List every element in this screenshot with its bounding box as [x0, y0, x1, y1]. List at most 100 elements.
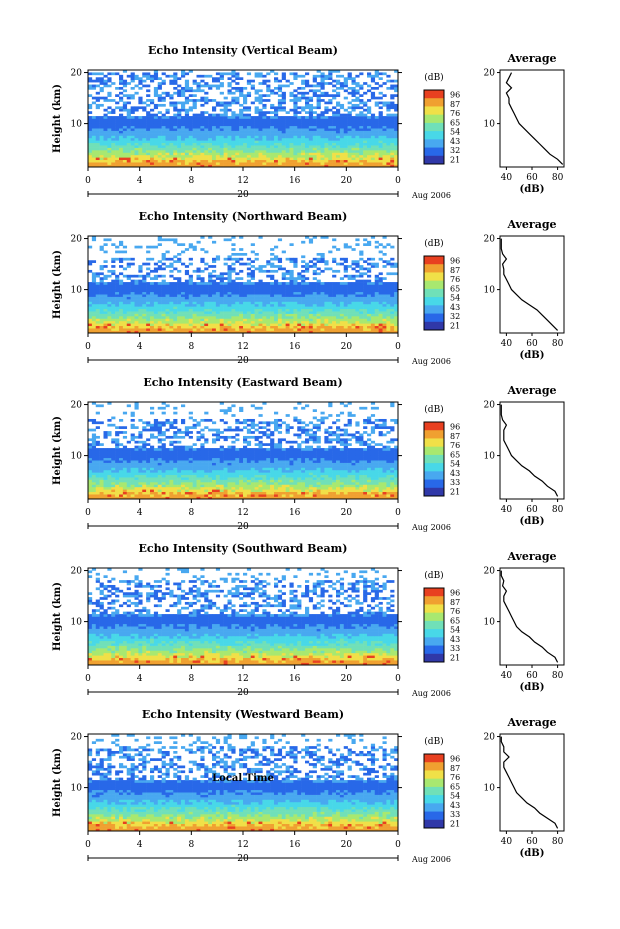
heatmap-cell: [126, 159, 131, 163]
heatmap-cell: [192, 282, 197, 285]
heatmap-cell: [285, 133, 290, 136]
heatmap-cell: [188, 325, 193, 329]
heatmap-cell: [134, 491, 139, 495]
heatmap-cell: [169, 320, 174, 324]
heatmap-cell: [192, 130, 197, 134]
heatmap-cell: [88, 111, 93, 114]
heatmap-cell: [367, 157, 372, 161]
heatmap-cell: [138, 267, 143, 271]
heatmap-cell: [270, 491, 275, 495]
heatmap-cell: [215, 330, 221, 334]
heatmap-cell: [235, 301, 240, 305]
heatmap-cell: [122, 296, 128, 300]
heatmap-cell: [142, 291, 147, 295]
heatmap-cell: [320, 72, 325, 76]
heatmap-cell: [289, 494, 294, 497]
heatmap-cell: [374, 145, 379, 148]
heatmap-cell: [227, 103, 232, 107]
heatmap-cell: [374, 284, 379, 288]
heatmap-cell: [119, 159, 124, 163]
heatmap-cell: [188, 135, 193, 139]
x-tick-label: 4: [137, 176, 143, 186]
heatmap-cell: [91, 289, 97, 293]
heatmap-cell: [215, 494, 221, 497]
heatmap-cell: [347, 489, 352, 493]
heatmap-cell: [347, 245, 352, 249]
heatmap-cell: [111, 496, 116, 500]
heatmap-cell: [146, 306, 151, 310]
heatmap-cell: [192, 291, 197, 295]
heatmap-cell: [316, 154, 321, 158]
heatmap-cell: [367, 137, 372, 141]
heatmap-cell: [301, 277, 306, 280]
heatmap-cell: [243, 330, 248, 334]
heatmap-cell: [293, 277, 298, 280]
heatmap-cell: [212, 496, 217, 500]
heatmap-cell: [386, 162, 391, 165]
heatmap-cell: [173, 240, 178, 244]
heatmap-cell: [254, 91, 259, 95]
heatmap-cell: [246, 496, 252, 500]
heatmap-cell: [231, 308, 236, 312]
heatmap-cell: [394, 125, 399, 129]
heatmap-cell: [91, 320, 97, 324]
heatmap-cell: [343, 316, 348, 319]
heatmap-cell: [305, 267, 310, 271]
heatmap-cell: [285, 299, 290, 302]
heatmap-cell: [142, 282, 147, 285]
heatmap-cell: [122, 123, 128, 127]
heatmap-cell: [324, 328, 329, 331]
heatmap-cell: [161, 257, 166, 261]
heatmap-cell: [153, 274, 159, 278]
heatmap-cell: [324, 284, 329, 288]
heatmap-cell: [246, 140, 252, 144]
heatmap-cell: [262, 130, 267, 134]
heatmap-cell: [200, 118, 205, 122]
heatmap-cell: [188, 291, 193, 295]
heatmap-cell: [161, 159, 166, 163]
heatmap-cell: [126, 150, 131, 153]
heatmap-cell: [157, 94, 162, 97]
heatmap-cell: [107, 316, 112, 319]
heatmap-cell: [192, 308, 197, 312]
heatmap-cell: [328, 328, 333, 331]
heatmap-cell: [188, 311, 193, 314]
heatmap-cell: [146, 99, 151, 102]
heatmap-cell: [235, 116, 240, 119]
heatmap-cell: [277, 318, 283, 322]
heatmap-cell: [107, 491, 112, 495]
heatmap-cell: [181, 294, 186, 297]
heatmap-cell: [95, 123, 100, 127]
heatmap-cell: [254, 96, 259, 100]
heatmap-cell: [235, 494, 240, 497]
heatmap-cell: [188, 162, 193, 165]
heatmap-cell: [138, 133, 143, 136]
heatmap-cell: [239, 236, 244, 239]
heatmap-cell: [305, 111, 310, 114]
heatmap-cell: [262, 145, 267, 148]
heatmap-cell: [231, 262, 236, 266]
heatmap-cell: [336, 111, 341, 114]
heatmap-cell: [181, 486, 186, 490]
heatmap-cell: [153, 91, 159, 95]
heatmap-cell: [312, 284, 317, 288]
heatmap-cell: [293, 128, 298, 131]
heatmap-cell: [293, 150, 298, 153]
heatmap-cell: [130, 142, 135, 146]
heatmap-cell: [196, 113, 201, 117]
heatmap-cell: [374, 306, 379, 310]
heatmap-cell: [281, 116, 286, 119]
heatmap-cell: [150, 308, 155, 312]
heatmap-cell: [184, 269, 190, 273]
heatmap-cell: [347, 74, 352, 78]
heatmap-cell: [363, 130, 368, 134]
heatmap-cell: [126, 120, 131, 124]
heatmap-cell: [351, 99, 356, 102]
heatmap-cell: [394, 150, 399, 153]
heatmap-cell: [150, 306, 155, 310]
heatmap-cell: [138, 116, 143, 119]
heatmap-cell: [181, 299, 186, 302]
heatmap-cell: [281, 108, 286, 112]
heatmap-cell: [165, 142, 170, 146]
heatmap-cell: [243, 86, 248, 90]
